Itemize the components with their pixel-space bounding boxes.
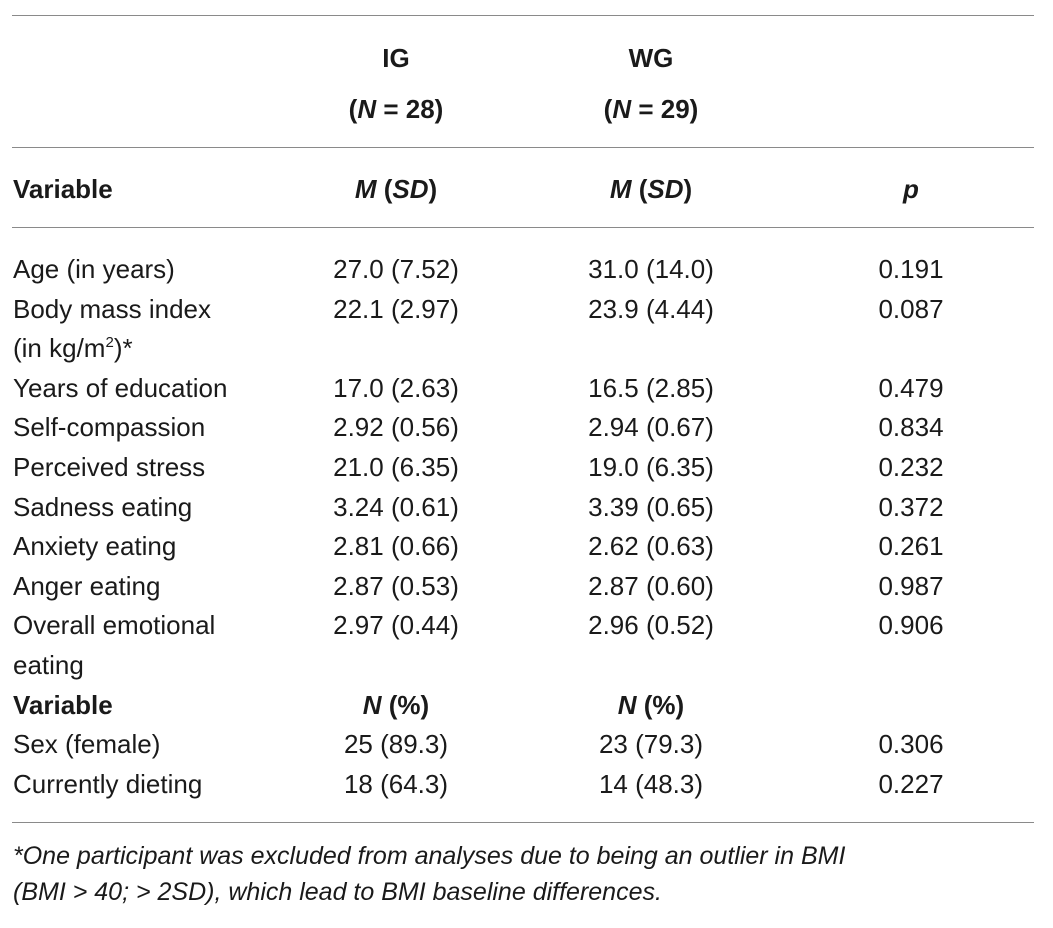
row-label-overall-emotional-eating-line2: eating [13, 650, 84, 680]
row-p-bmi: 0.087 [878, 294, 944, 324]
row-wg-currently-dieting: 14 (48.3) [598, 769, 704, 799]
header-wg-msd: M (SD) [609, 174, 693, 204]
row-ig-anxiety-eating: 2.81 (0.66) [333, 531, 459, 561]
row-ig-perceived-stress: 21.0 (6.35) [333, 452, 459, 482]
row-p-overall-emotional-eating: 0.906 [878, 610, 944, 640]
row-label-education: Years of education [13, 373, 228, 403]
row-wg-bmi: 23.9 (4.44) [588, 294, 714, 324]
footnote-line-2: (BMI > 40; > 2SD), which lead to BMI bas… [13, 878, 662, 906]
header-variable: Variable [13, 174, 113, 204]
row-p-perceived-stress: 0.232 [878, 452, 944, 482]
row-ig-sadness-eating: 3.24 (0.61) [333, 492, 459, 522]
row-wg-anger-eating: 2.87 (0.60) [588, 571, 714, 601]
header-p: p [903, 174, 919, 204]
row-p-anxiety-eating: 0.261 [878, 531, 944, 561]
row-p-education: 0.479 [878, 373, 944, 403]
row-label-perceived-stress: Perceived stress [13, 452, 206, 482]
row-ig-currently-dieting: 18 (64.3) [343, 769, 449, 799]
row-label-bmi-unit: (in kg/m2)* [13, 333, 133, 363]
row-ig-anger-eating: 2.87 (0.53) [333, 571, 459, 601]
subheader-variable: Variable [13, 690, 113, 720]
header-ig-msd: M (SD) [354, 174, 438, 204]
row-label-currently-dieting: Currently dieting [13, 769, 203, 799]
subheader-ig-npct: N (%) [362, 690, 430, 720]
group-wg-n: (N = 29) [603, 94, 699, 124]
row-p-anger-eating: 0.987 [878, 571, 944, 601]
row-label-anger-eating: Anger eating [13, 571, 161, 601]
row-ig-overall-emotional-eating: 2.97 (0.44) [333, 610, 459, 640]
row-wg-education: 16.5 (2.85) [588, 373, 714, 403]
row-label-self-compassion: Self-compassion [13, 412, 206, 442]
column-header-divider [12, 227, 1034, 228]
row-wg-sex-female: 23 (79.3) [598, 729, 704, 759]
row-p-sex-female: 0.306 [878, 729, 944, 759]
table-bottom-rule [12, 822, 1034, 823]
row-label-sex-female: Sex (female) [13, 729, 161, 759]
row-ig-bmi: 22.1 (2.97) [333, 294, 459, 324]
footnote-line-1: *One participant was excluded from analy… [13, 842, 846, 870]
row-label-bmi: Body mass index [13, 294, 211, 324]
row-p-age: 0.191 [878, 254, 944, 284]
row-ig-self-compassion: 2.92 (0.56) [333, 412, 459, 442]
row-p-sadness-eating: 0.372 [878, 492, 944, 522]
row-label-age: Age (in years) [13, 254, 175, 284]
group-ig-name: IG [382, 43, 410, 73]
row-ig-sex-female: 25 (89.3) [343, 729, 449, 759]
row-label-overall-emotional-eating: Overall emotional [13, 610, 216, 640]
row-ig-age: 27.0 (7.52) [333, 254, 459, 284]
row-label-sadness-eating: Sadness eating [13, 492, 193, 522]
row-p-self-compassion: 0.834 [878, 412, 944, 442]
row-wg-age: 31.0 (14.0) [588, 254, 714, 284]
row-wg-sadness-eating: 3.39 (0.65) [588, 492, 714, 522]
row-wg-overall-emotional-eating: 2.96 (0.52) [588, 610, 714, 640]
header-divider [12, 147, 1034, 148]
row-wg-self-compassion: 2.94 (0.67) [588, 412, 714, 442]
row-wg-anxiety-eating: 2.62 (0.63) [588, 531, 714, 561]
row-ig-education: 17.0 (2.63) [333, 373, 459, 403]
row-label-anxiety-eating: Anxiety eating [13, 531, 177, 561]
group-ig-n: (N = 28) [348, 94, 444, 124]
row-wg-perceived-stress: 19.0 (6.35) [588, 452, 714, 482]
table-top-rule [12, 15, 1034, 16]
row-p-currently-dieting: 0.227 [878, 769, 944, 799]
group-wg-name: WG [628, 43, 674, 73]
subheader-wg-npct: N (%) [617, 690, 685, 720]
